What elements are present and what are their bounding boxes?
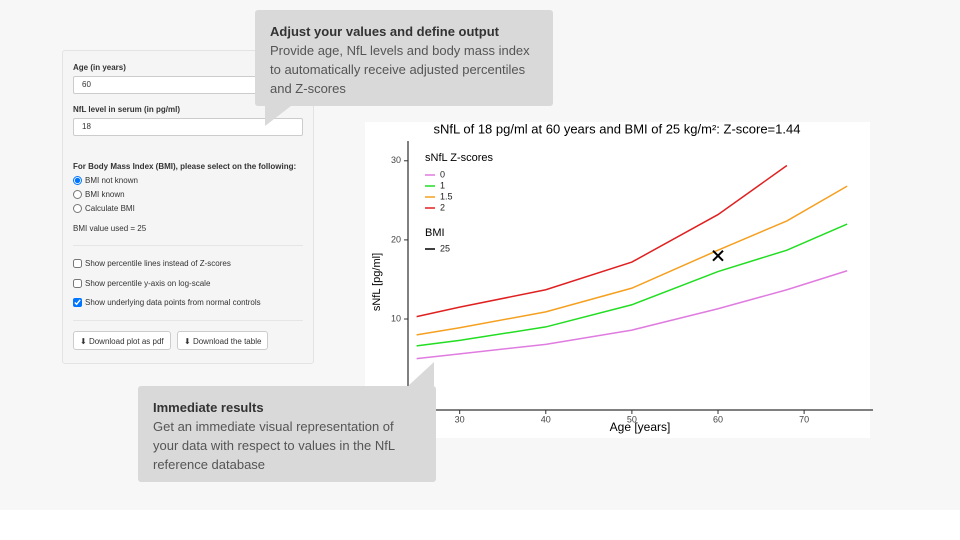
input-panel: Age (in years) 60 NfL level in serum (in… xyxy=(62,50,314,364)
nfl-input[interactable]: 18 xyxy=(73,118,303,136)
callout-arrow xyxy=(265,106,291,126)
z-score-line xyxy=(416,164,788,318)
legend-label: 25 xyxy=(440,243,450,253)
x-tick-label: 70 xyxy=(799,414,809,424)
legend-label: 1.5 xyxy=(440,191,453,201)
radio-option: BMI known xyxy=(73,190,125,199)
callout-text: Provide age, NfL levels and body mass in… xyxy=(270,43,530,96)
callout: Immediate results Get an immediate visual… xyxy=(138,386,436,482)
y-tick-label: 20 xyxy=(391,234,401,244)
x-tick-label: 30 xyxy=(455,414,465,424)
z-score-line xyxy=(416,223,848,347)
callout-arrow xyxy=(408,362,434,386)
legend-title: BMI xyxy=(425,227,445,239)
callout-text: Get an immediate visual representation o… xyxy=(153,419,395,472)
radio-option: Calculate BMI xyxy=(73,204,135,213)
legend-label: 2 xyxy=(440,202,445,212)
download-table-button[interactable]: ⬇ Download the table xyxy=(177,331,269,350)
button-label: Download plot as pdf xyxy=(88,337,164,346)
x-tick-label: 60 xyxy=(713,414,723,424)
x-tick-label: 50 xyxy=(627,414,637,424)
divider xyxy=(73,320,303,321)
label: NfL level in serum (in pg/ml) xyxy=(73,105,180,114)
button-label: Download the table xyxy=(192,337,262,346)
z-score-line xyxy=(416,270,848,360)
legend-label: 1 xyxy=(440,180,445,190)
checkbox-option: Show percentile y-axis on log-scale xyxy=(73,279,210,288)
checkbox-option: Show percentile lines instead of Z-score… xyxy=(73,259,231,268)
radio[interactable] xyxy=(73,204,82,213)
y-axis-label: sNfL [pg/ml] xyxy=(371,253,383,311)
callout-title: Adjust your values and define output xyxy=(270,24,499,39)
radio-label: BMI known xyxy=(85,190,125,199)
radio-label: Calculate BMI xyxy=(85,204,135,213)
y-tick-label: 10 xyxy=(391,313,401,323)
label: For Body Mass Index (BMI), please select… xyxy=(73,162,297,171)
radio-label: BMI not known xyxy=(85,176,138,185)
checkbox-label: Show percentile y-axis on log-scale xyxy=(85,279,211,288)
checkbox[interactable] xyxy=(73,279,82,288)
chart-bg xyxy=(365,122,870,438)
callout-title: Immediate results xyxy=(153,400,264,415)
checkbox-label: Show underlying data points from normal … xyxy=(85,298,261,307)
bmi-used: BMI value used = 25 xyxy=(73,224,147,233)
x-axis-label: Age [years] xyxy=(610,420,671,434)
legend-label: 0 xyxy=(440,169,445,179)
checkbox-option: Show underlying data points from normal … xyxy=(73,298,261,307)
patient-marker xyxy=(712,250,724,262)
radio[interactable] xyxy=(73,190,82,199)
checkbox-label: Show percentile lines instead of Z-score… xyxy=(85,259,231,268)
callout: Adjust your values and define output Prov… xyxy=(255,10,553,106)
radio-option: BMI not known xyxy=(73,176,138,185)
x-tick-label: 40 xyxy=(541,414,551,424)
y-tick-label: 30 xyxy=(391,155,401,165)
checkbox[interactable] xyxy=(73,298,82,307)
label: Age (in years) xyxy=(73,63,126,72)
download-pdf-button[interactable]: ⬇ Download plot as pdf xyxy=(73,331,171,350)
chart-title: sNfL of 18 pg/ml at 60 years and BMI of … xyxy=(434,121,801,136)
legend-title: sNfL Z-scores xyxy=(425,152,494,164)
radio[interactable] xyxy=(73,176,82,185)
checkbox[interactable] xyxy=(73,259,82,268)
z-score-line xyxy=(416,185,848,336)
divider xyxy=(73,245,303,246)
